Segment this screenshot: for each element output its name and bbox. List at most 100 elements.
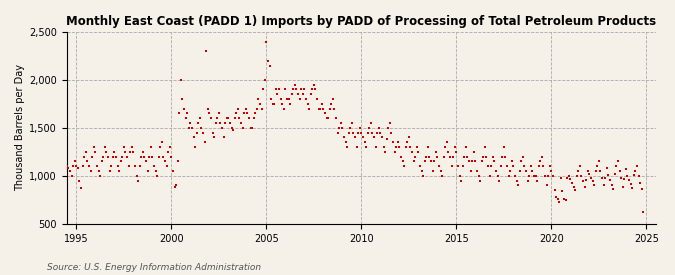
Point <box>625 182 636 187</box>
Point <box>80 150 91 154</box>
Point <box>426 159 437 164</box>
Point <box>319 111 330 116</box>
Point <box>79 155 90 159</box>
Point <box>93 169 104 173</box>
Point <box>462 155 473 159</box>
Point <box>487 155 498 159</box>
Point <box>163 150 173 154</box>
Point <box>293 92 304 97</box>
Point <box>242 111 252 116</box>
Point <box>84 164 95 168</box>
Point <box>152 174 163 178</box>
Point <box>123 164 134 168</box>
Point <box>483 164 493 168</box>
Point <box>529 174 539 178</box>
Point <box>499 145 510 149</box>
Point <box>369 135 379 140</box>
Point <box>452 164 463 168</box>
Point <box>215 121 225 125</box>
Point <box>225 121 236 125</box>
Point <box>560 198 571 202</box>
Point <box>477 159 487 164</box>
Point <box>194 116 205 120</box>
Point <box>252 106 263 111</box>
Point <box>332 130 343 135</box>
Point <box>586 175 597 180</box>
Point <box>375 130 386 135</box>
Point <box>521 169 532 173</box>
Point <box>186 126 197 130</box>
Point <box>158 155 169 159</box>
Point <box>140 159 151 164</box>
Point <box>624 177 634 182</box>
Point <box>157 140 167 144</box>
Point <box>248 116 259 120</box>
Point <box>446 164 457 168</box>
Point <box>472 169 483 173</box>
Point <box>408 159 419 164</box>
Point <box>427 169 438 173</box>
Point <box>66 174 77 178</box>
Point <box>362 130 373 135</box>
Point <box>479 145 490 149</box>
Point <box>227 128 238 132</box>
Point <box>431 150 441 154</box>
Point <box>205 116 216 120</box>
Point <box>71 164 82 168</box>
Point <box>532 178 543 183</box>
Point <box>628 173 639 177</box>
Point <box>459 155 470 159</box>
Point <box>209 135 219 140</box>
Point <box>354 126 365 130</box>
Point <box>389 150 400 154</box>
Point <box>556 175 566 180</box>
Point <box>148 164 159 168</box>
Point <box>416 169 427 173</box>
Point <box>245 126 256 130</box>
Point <box>510 174 520 178</box>
Point <box>554 200 565 204</box>
Point <box>634 180 645 185</box>
Point <box>486 164 497 168</box>
Point <box>166 155 177 159</box>
Point <box>565 177 576 181</box>
Point <box>226 126 237 130</box>
Point <box>305 92 316 97</box>
Point <box>611 164 622 168</box>
Point <box>174 111 185 116</box>
Point <box>557 189 568 193</box>
Point <box>538 164 549 168</box>
Point <box>150 169 161 173</box>
Point <box>404 135 414 140</box>
Point <box>562 175 572 180</box>
Point <box>272 92 283 97</box>
Point <box>502 164 512 168</box>
Point <box>294 97 305 101</box>
Point <box>465 169 476 173</box>
Point <box>167 169 178 173</box>
Point <box>55 200 66 205</box>
Point <box>413 150 424 154</box>
Text: Source: U.S. Energy Information Administration: Source: U.S. Energy Information Administ… <box>47 263 261 272</box>
Point <box>380 150 391 154</box>
Point <box>278 106 289 111</box>
Point <box>202 106 213 111</box>
Point <box>351 145 362 149</box>
Point <box>460 145 471 149</box>
Point <box>218 135 229 140</box>
Point <box>307 87 318 92</box>
Point <box>526 164 537 168</box>
Point <box>269 102 279 106</box>
Point <box>118 145 129 149</box>
Point <box>511 178 522 183</box>
Point <box>345 126 356 130</box>
Point <box>468 150 479 154</box>
Point <box>91 164 102 168</box>
Point <box>518 155 529 159</box>
Point <box>133 178 144 183</box>
Point <box>177 97 188 101</box>
Point <box>315 106 325 111</box>
Point <box>275 97 286 101</box>
Point <box>291 87 302 92</box>
Point <box>210 121 221 125</box>
